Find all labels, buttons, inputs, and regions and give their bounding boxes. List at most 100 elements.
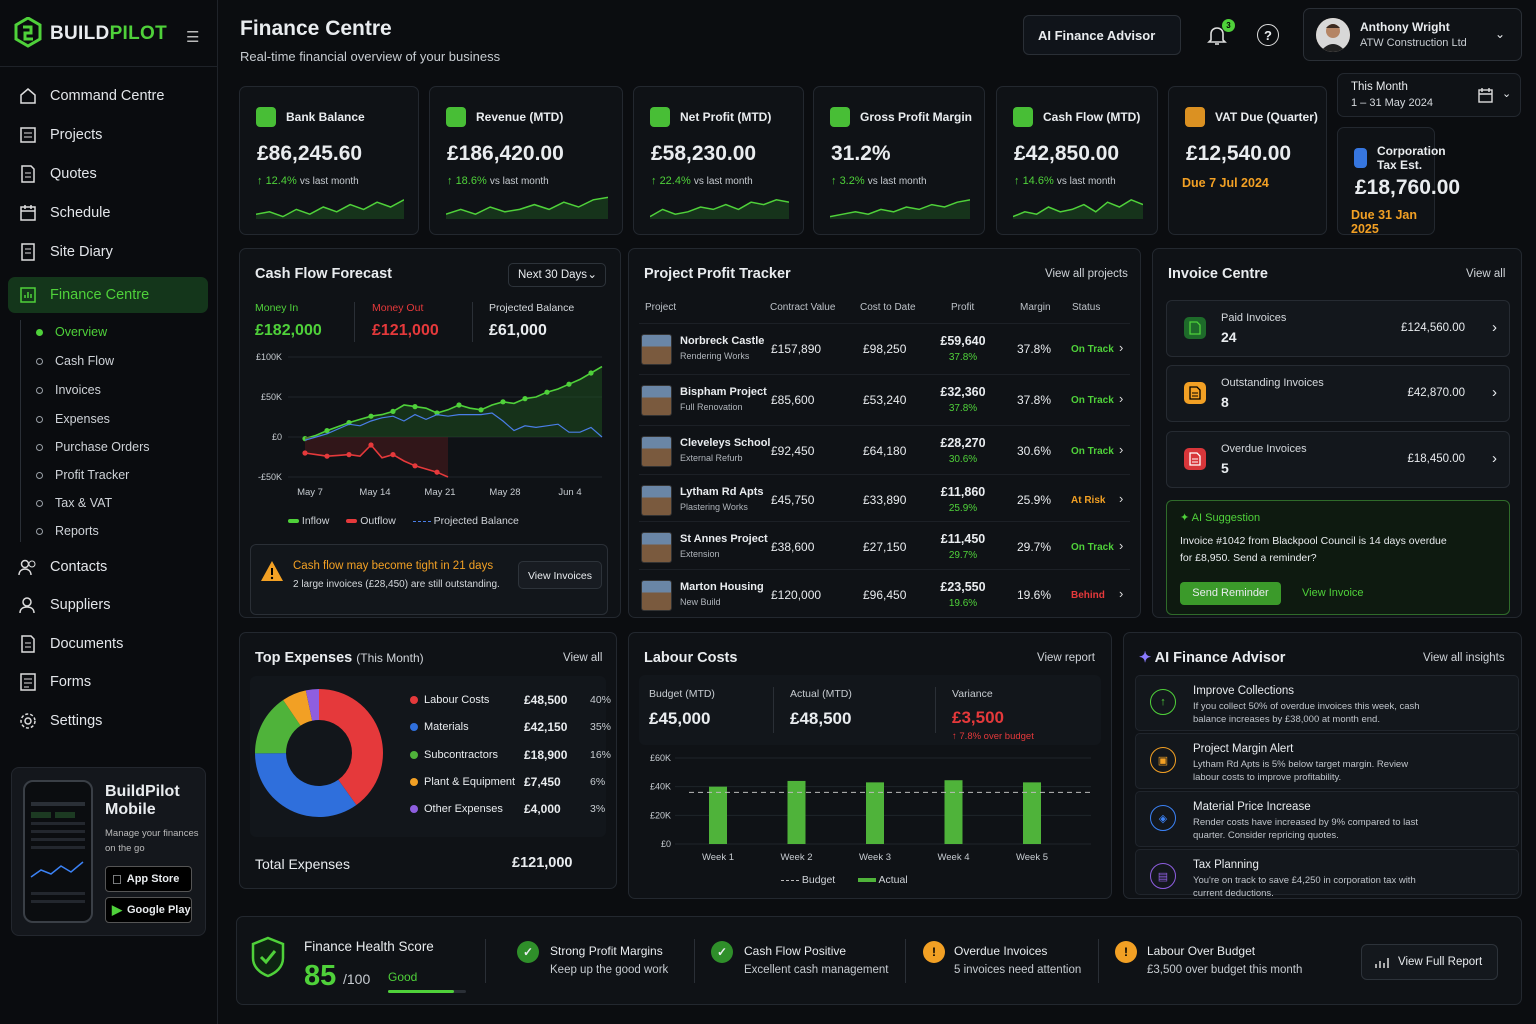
subnav-profit-tracker[interactable]: Profit Tracker (36, 468, 129, 482)
kpi-label: VAT Due (Quarter) (1215, 110, 1318, 124)
send-reminder-button[interactable]: Send Reminder (1180, 582, 1281, 605)
avatar (1316, 18, 1350, 52)
nav-projects[interactable]: Projects (8, 117, 208, 153)
google-play-button[interactable]: ▶ Google Play (105, 897, 192, 923)
nav-documents[interactable]: Documents (8, 626, 208, 662)
subnav-tax-vat[interactable]: Tax & VAT (36, 496, 112, 510)
contract-value: £157,890 (771, 342, 822, 356)
kpi-value: £58,230.00 (651, 142, 757, 165)
overdue-invoices-row[interactable]: Overdue Invoices 5 £18,450.00 › (1166, 431, 1510, 488)
user-menu[interactable]: Anthony Wright ATW Construction Ltd ⌄ (1303, 8, 1522, 61)
invoice-count: 8 (1221, 394, 1229, 410)
column-header: Contract Value (770, 302, 836, 313)
project-thumbnail (641, 436, 672, 467)
project-thumbnail (641, 385, 672, 416)
subnav-cash-flow[interactable]: Cash Flow (36, 354, 114, 368)
series-area-1 (305, 437, 448, 477)
subnav-label: Reports (55, 524, 99, 538)
contract-value: £45,750 (771, 493, 815, 507)
bullet-icon (36, 443, 43, 451)
kpi-card[interactable]: Cash Flow (MTD) £42,850.00 ↑ 14.6% vs last… (996, 86, 1158, 235)
project-row[interactable]: St Annes Project Extension £38,600 £27,150 £… (639, 521, 1130, 569)
legend-outflow: Outflow (360, 515, 396, 527)
view-all-projects-link[interactable]: View all projects (1045, 268, 1128, 280)
column-header: Cost to Date (860, 302, 916, 313)
kpi-card[interactable]: Corporation Tax Est. £18,760.00 Due 31 Jan… (1337, 127, 1460, 236)
outstanding-invoice-icon (1184, 382, 1206, 404)
nav-site-diary[interactable]: Site Diary (8, 234, 208, 270)
menu-toggle-icon[interactable]: ☰ (186, 29, 200, 46)
app-store-button[interactable]: App Store (105, 866, 192, 892)
kpi-due-date: Due 31 Jan 2025 (1351, 208, 1418, 236)
nav-schedule[interactable]: Schedule (8, 195, 208, 231)
sidebar: BUILDPILOT ☰ Command Centre Projects Quo… (0, 0, 218, 1024)
nav-finance-centre[interactable]: Finance Centre (8, 277, 208, 313)
view-all-insights-link[interactable]: View all insights (1423, 652, 1505, 664)
cost-to-date: £96,450 (863, 588, 907, 602)
subnav-purchase-orders[interactable]: Purchase Orders (36, 440, 149, 454)
nav-suppliers[interactable]: Suppliers (8, 587, 208, 623)
nav-settings[interactable]: Settings (8, 703, 208, 739)
kpi-change-value: 18.6% (455, 175, 487, 187)
subnav-invoices[interactable]: Invoices (36, 383, 101, 397)
expense-value: £42,150 (524, 720, 568, 735)
project-row[interactable]: Marton Housing New Build £120,000 £96,450 £2… (639, 569, 1130, 617)
google-play-icon: ▶ (112, 902, 122, 917)
insight-item[interactable]: ↑ Improve Collections If you collect 50%… (1135, 675, 1519, 731)
nav-quotes[interactable]: Quotes (8, 156, 208, 192)
view-invoices-button[interactable]: View Invoices (518, 561, 602, 589)
kpi-card[interactable]: Gross Profit Margin 31.2% ↑ 3.2% vs last m… (813, 86, 985, 235)
view-all-expenses-link[interactable]: View all (563, 652, 603, 664)
nav-forms[interactable]: Forms (8, 664, 208, 700)
kpi-card[interactable]: VAT Due (Quarter) £12,540.00 Due 7 Jul 202… (1168, 86, 1327, 235)
chevron-right-icon: › (1492, 450, 1497, 467)
view-all-invoices-link[interactable]: View all (1466, 268, 1506, 280)
project-row[interactable]: Cleveleys School External Refurb £92,450 £6… (639, 425, 1130, 473)
health-item-title: Cash Flow Positive (744, 944, 847, 958)
insight-title: Tax Planning (1193, 859, 1259, 871)
range-dropdown[interactable]: Next 30 Days ⌄ (508, 263, 606, 287)
section-title: Cash Flow Forecast (255, 266, 392, 282)
nav-command-centre[interactable]: Command Centre (8, 78, 208, 114)
cost-to-date: £64,180 (863, 444, 907, 458)
kpi-card[interactable]: Revenue (MTD) £186,420.00 ↑ 18.6% vs last … (429, 86, 623, 235)
section-title: Invoice Centre (1168, 266, 1268, 282)
help-icon[interactable]: ? (1257, 24, 1279, 46)
project-row[interactable]: Norbreck Castle Rendering Works £157,890 £9… (639, 323, 1130, 371)
divider (485, 939, 486, 983)
insight-item[interactable]: ▤ Tax Planning You're on track to save £… (1135, 849, 1519, 899)
sparkle-icon: ✦ (1139, 650, 1152, 666)
project-row[interactable]: Lytham Rd Apts Plastering Works £45,750 £33… (639, 474, 1130, 522)
kpi-sparkline (256, 199, 404, 219)
profit-value: £28,270 (940, 436, 986, 450)
subnav-overview[interactable]: Overview (36, 325, 107, 339)
insight-item[interactable]: ◈ Material Price Increase Render costs h… (1135, 791, 1519, 847)
nav-contacts[interactable]: Contacts (8, 549, 208, 585)
paid-invoices-row[interactable]: Paid Invoices 24 £124,560.00 › (1166, 300, 1510, 357)
insight-description: You're on track to save £4,250 in corpor… (1193, 875, 1416, 899)
ai-finance-advisor-button[interactable]: ✦AI Finance Advisor (1023, 15, 1181, 140)
health-score-value: 85 (304, 960, 337, 992)
kpi-sparkline (1013, 198, 1143, 219)
project-row[interactable]: Bispham Project Full Renovation £85,600 £53… (639, 374, 1130, 422)
data-point (434, 469, 440, 475)
view-full-report-button[interactable]: View Full Report (1361, 944, 1498, 980)
kpi-card[interactable]: Bank Balance £86,245.60 ↑ 12.4% vs last mo… (239, 86, 419, 235)
chart-icon (1375, 958, 1389, 968)
ai-suggestion-text: for £8,950. Send a reminder? (1180, 552, 1317, 564)
subnav-expenses[interactable]: Expenses (36, 412, 110, 426)
vat-icon (1185, 107, 1205, 127)
view-report-link[interactable]: View report (1037, 652, 1095, 664)
finance-health-card: Finance Health Score 85 /100 Good ✓ Stro… (236, 916, 1522, 1005)
period-selector[interactable]: This Month 1 – 31 May 2024 ⌄ (1337, 73, 1521, 117)
insight-item[interactable]: ▣ Project Margin Alert Lytham Rd Apts is… (1135, 733, 1519, 789)
kpi-card[interactable]: Net Profit (MTD) £58,230.00 ↑ 22.4% vs las… (633, 86, 804, 235)
legend-dot (410, 723, 418, 732)
cash-flow-alert: Cash flow may become tight in 21 days 2 … (250, 544, 608, 615)
subnav-reports[interactable]: Reports (36, 524, 99, 538)
bell-icon[interactable] (1206, 24, 1228, 46)
logo[interactable]: BUILDPILOT (14, 16, 167, 52)
transfer-icon (1013, 107, 1033, 127)
view-invoice-link[interactable]: View Invoice (1302, 587, 1364, 599)
outstanding-invoices-row[interactable]: Outstanding Invoices 8 £42,870.00 › (1166, 365, 1510, 422)
